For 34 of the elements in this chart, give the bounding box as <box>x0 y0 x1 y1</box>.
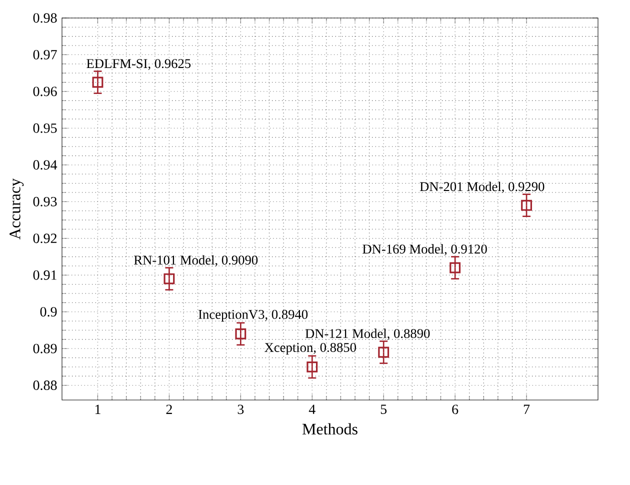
y-tick-label: 0.89 <box>33 344 57 354</box>
y-axis-title: Accuracy <box>10 178 24 240</box>
x-tick-label: 3 <box>238 404 244 414</box>
point <box>306 361 318 372</box>
point <box>450 262 461 274</box>
y-tick-label: 0.94 <box>33 160 58 170</box>
y-tick-label: 0.97 <box>33 50 57 60</box>
annotation: DN-201 Model, 0.9290 <box>420 182 544 194</box>
annotation: Xception, 0.8850 <box>264 342 356 355</box>
y-tick-label: 0.98 <box>33 13 57 23</box>
annotation: EDLFM-SI, 0.9625 <box>86 59 191 70</box>
y-tick-label: 0.93 <box>33 196 57 206</box>
y-tick-label: 0.92 <box>33 234 57 244</box>
point <box>164 273 175 284</box>
y-tick-label: 0.88 <box>33 380 57 390</box>
annotation: DN-169 Model, 0.9120 <box>362 244 487 256</box>
x-tick-label: 5 <box>380 404 387 414</box>
x-tick-label: 7 <box>524 404 530 414</box>
point <box>235 328 246 340</box>
x-tick-label: 1 <box>95 404 100 414</box>
point <box>521 200 532 211</box>
x-tick-label: 2 <box>166 404 172 414</box>
annotation: RN-101 Model, 0.9090 <box>134 255 258 267</box>
y-tick-label: 0.96 <box>33 86 57 96</box>
point <box>92 76 104 88</box>
annotation: InceptionV3, 0.8940 <box>198 310 308 322</box>
point <box>378 346 390 358</box>
y-tick-label: 0.9 <box>40 307 57 317</box>
y-tick-label: 0.91 <box>33 270 56 280</box>
x-tick-label: 6 <box>452 404 458 414</box>
annotation: DN-121 Model, 0.8890 <box>305 328 430 340</box>
x-tick-label: 4 <box>308 404 316 414</box>
y-tick-label: 0.95 <box>33 123 57 133</box>
x-axis-title: Methods <box>302 423 358 435</box>
